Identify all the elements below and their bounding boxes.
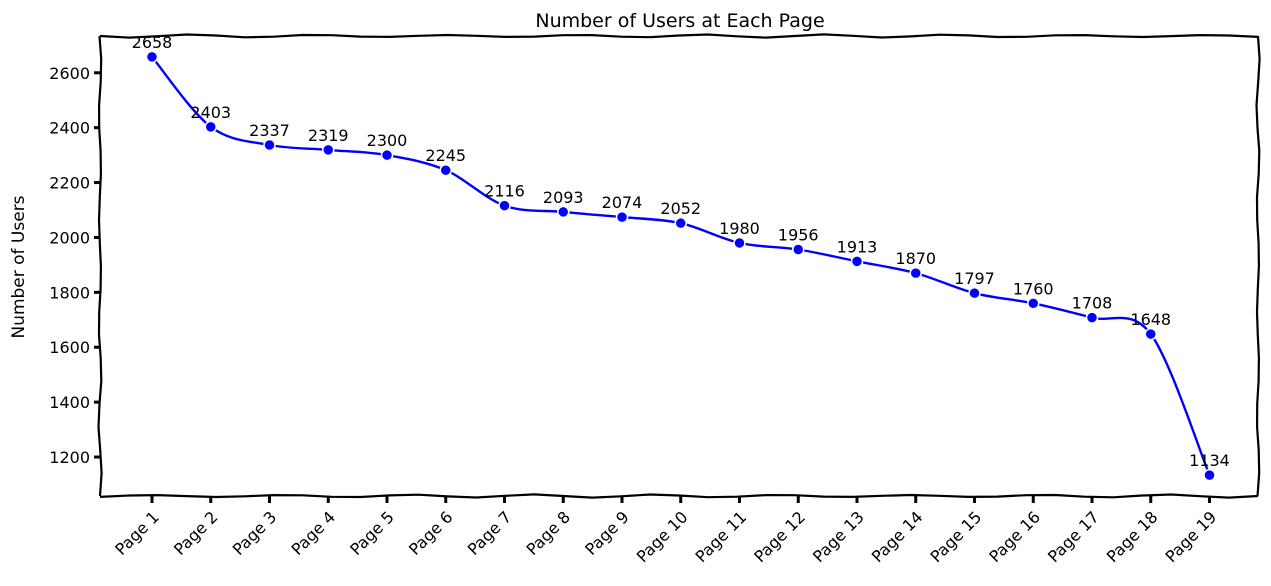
data-label: 1708 xyxy=(1072,294,1113,313)
data-point xyxy=(263,138,276,152)
data-point xyxy=(145,50,159,64)
x-tick-label: Page 14 xyxy=(868,507,927,566)
data-point xyxy=(1027,297,1040,310)
x-tick-label: Page 10 xyxy=(633,507,692,566)
x-tick-label: Page 19 xyxy=(1162,507,1221,566)
y-tick-label: 2600 xyxy=(49,64,90,83)
data-point xyxy=(1203,468,1216,482)
x-tick-label: Page 2 xyxy=(170,507,222,559)
points-layer xyxy=(145,50,1216,482)
data-label: 2658 xyxy=(132,33,173,52)
x-tick-label: Page 12 xyxy=(750,507,809,566)
data-point xyxy=(674,216,687,230)
data-point xyxy=(1144,327,1157,341)
data-label: 2337 xyxy=(249,121,290,140)
data-label: 1760 xyxy=(1013,279,1054,298)
data-point xyxy=(909,266,922,280)
y-tick-label: 2000 xyxy=(49,228,90,247)
x-tick-label: Page 9 xyxy=(581,507,633,559)
data-label: 1134 xyxy=(1189,451,1230,470)
data-labels-layer: 2658 2403 2337 2319 2300 2245 2116 2093 2074 2052… xyxy=(132,33,1230,470)
data-label: 1870 xyxy=(895,249,936,268)
x-tick-label: Page 4 xyxy=(287,507,339,559)
data-label: 2116 xyxy=(484,182,525,201)
x-tick-label: Page 11 xyxy=(692,507,751,566)
y-tick-label: 1800 xyxy=(49,283,90,302)
data-point xyxy=(204,120,217,134)
data-point xyxy=(557,205,570,219)
x-axis-ticks: Page 1 Page 2 Page 3 Page 4 Page 5 Page 6 Page… xyxy=(111,496,1220,566)
x-tick-label: Page 1 xyxy=(111,507,163,559)
y-tick-label: 1600 xyxy=(49,338,90,357)
data-label: 2319 xyxy=(308,126,349,145)
x-tick-label: Page 13 xyxy=(809,507,868,566)
x-tick-label: Page 8 xyxy=(522,507,574,559)
data-point xyxy=(850,255,864,268)
data-label: 2052 xyxy=(660,199,701,218)
data-point xyxy=(968,286,981,300)
data-label: 1797 xyxy=(954,269,995,288)
data-point xyxy=(380,148,394,162)
chart-title: Number of Users at Each Page xyxy=(535,10,824,32)
data-point xyxy=(439,163,452,177)
data-label: 1913 xyxy=(837,237,878,256)
data-label: 2403 xyxy=(190,103,231,122)
data-label: 2093 xyxy=(543,188,584,207)
y-axis-ticks: 1200 1400 1600 1800 2000 2200 2400 2600 xyxy=(49,64,100,467)
data-point xyxy=(1085,311,1099,324)
data-point xyxy=(498,199,511,212)
data-point xyxy=(733,236,746,250)
data-label: 1956 xyxy=(778,226,819,245)
data-point xyxy=(322,143,335,157)
data-label: 1648 xyxy=(1130,310,1171,329)
y-tick-label: 1400 xyxy=(49,393,90,412)
data-point xyxy=(615,210,629,224)
x-tick-label: Page 6 xyxy=(405,507,457,559)
x-tick-label: Page 5 xyxy=(346,507,398,559)
y-tick-label: 1200 xyxy=(49,448,90,467)
x-tick-label: Page 18 xyxy=(1103,507,1162,566)
series-layer xyxy=(151,56,1211,476)
data-label: 2245 xyxy=(425,146,466,165)
y-axis-label: Number of Users xyxy=(9,195,29,338)
x-tick-label: Page 7 xyxy=(464,507,516,559)
x-tick-label: Page 17 xyxy=(1044,507,1103,566)
y-tick-label: 2200 xyxy=(49,174,90,193)
data-point xyxy=(792,243,805,256)
data-label: 1980 xyxy=(719,219,760,238)
x-tick-label: Page 15 xyxy=(927,507,986,566)
data-label: 2300 xyxy=(367,131,408,150)
data-label: 2074 xyxy=(602,193,643,212)
x-tick-label: Page 16 xyxy=(985,507,1044,566)
plot-frame xyxy=(97,33,1261,499)
series-line xyxy=(151,56,1211,476)
x-tick-label: Page 3 xyxy=(229,507,281,559)
y-tick-label: 2400 xyxy=(49,119,90,138)
